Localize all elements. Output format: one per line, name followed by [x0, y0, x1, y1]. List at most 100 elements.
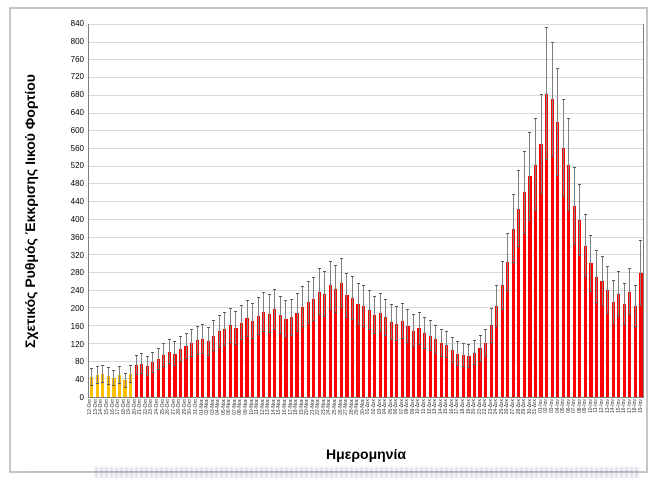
error-bar	[478, 335, 482, 362]
error-bar	[106, 366, 110, 385]
error-bar	[284, 300, 288, 338]
error-bar	[411, 314, 415, 347]
bar-red	[300, 306, 305, 397]
error-bar	[334, 265, 338, 313]
bar-slot	[156, 25, 162, 397]
bar-red	[190, 342, 194, 397]
error-bar	[90, 368, 94, 386]
bar-slot	[305, 25, 311, 397]
y-tick-label: 440	[70, 197, 84, 207]
error-bar	[101, 365, 105, 383]
bar-slot	[100, 25, 106, 397]
y-tick-label: 720	[70, 72, 84, 82]
bar-orange	[129, 373, 133, 397]
bar-slot	[144, 25, 150, 397]
bar-red	[478, 348, 482, 397]
error-bar	[417, 311, 421, 346]
bar-slot	[272, 25, 278, 397]
bar-slot	[622, 25, 628, 397]
y-tick-label: 360	[70, 232, 84, 242]
error-bar	[267, 294, 271, 334]
bar-red	[378, 312, 382, 397]
error-bar	[190, 328, 194, 358]
bar-slot	[283, 25, 289, 397]
error-bar	[245, 299, 249, 337]
bar-slot	[394, 25, 400, 397]
error-bar	[223, 311, 227, 346]
bar-red	[484, 342, 488, 397]
gridline	[89, 201, 643, 203]
bar-red	[500, 285, 504, 397]
bar-red	[206, 341, 210, 397]
bar-red	[511, 228, 515, 397]
bar-slot	[289, 25, 295, 397]
error-bar	[206, 326, 210, 356]
error-bar	[118, 366, 121, 384]
error-bar	[484, 328, 488, 358]
error-bar	[273, 288, 277, 330]
bar-red	[617, 294, 621, 397]
bar-red	[367, 310, 371, 397]
y-tick-label: 80	[75, 357, 84, 367]
bar-slot	[383, 25, 389, 397]
error-bar	[434, 324, 438, 355]
bar-slot	[122, 25, 128, 397]
bar-red	[406, 326, 410, 397]
bar-slot	[516, 25, 522, 397]
bar-orange	[90, 377, 94, 397]
bar-slot	[217, 25, 223, 397]
bar-red	[411, 330, 416, 397]
bar-red	[567, 164, 571, 397]
error-bar	[312, 276, 316, 321]
bar-red	[317, 291, 321, 397]
bar-red	[395, 323, 399, 397]
error-bar	[95, 366, 99, 384]
bar-red	[450, 350, 454, 397]
bar-slot	[605, 25, 611, 397]
bar-red	[467, 356, 471, 397]
bar-slot	[372, 25, 378, 397]
bar-slot	[250, 25, 256, 397]
y-tick-label: 560	[70, 143, 84, 153]
error-bar	[522, 151, 526, 234]
bar-slot	[522, 25, 528, 397]
gridline	[89, 94, 643, 96]
error-bar	[195, 325, 199, 355]
y-tick-label: 200	[70, 303, 84, 313]
gridline	[89, 130, 643, 132]
bar-slot	[427, 25, 433, 397]
bar-slot	[377, 25, 383, 397]
bar-series	[89, 25, 643, 397]
bar-red	[267, 313, 271, 397]
bar-red	[228, 325, 233, 397]
bar-red	[356, 304, 360, 397]
bar-red	[594, 276, 599, 397]
bar-slot	[278, 25, 284, 397]
bar-red	[522, 192, 527, 397]
bar-red	[345, 295, 349, 397]
bar-slot	[255, 25, 261, 397]
bar-red	[278, 315, 282, 397]
bar-red	[578, 219, 582, 397]
bar-slot	[211, 25, 217, 397]
bar-red	[428, 335, 432, 397]
error-bar	[151, 351, 155, 374]
bar-orange	[95, 374, 99, 397]
bar-red	[350, 297, 355, 397]
bar-red	[284, 319, 288, 397]
gridline	[89, 272, 643, 273]
y-tick-label: 120	[70, 339, 84, 349]
y-tick-label: 40	[75, 375, 84, 385]
bar-slot	[638, 25, 644, 397]
error-bar	[184, 332, 188, 360]
bar-red	[389, 321, 393, 397]
error-bar	[511, 194, 515, 264]
y-tick-label: 800	[70, 36, 84, 46]
error-bar	[140, 353, 144, 375]
y-tick-label: 640	[70, 108, 84, 118]
bar-red	[134, 365, 138, 397]
error-bar	[628, 268, 632, 316]
bar-slot	[117, 25, 123, 397]
error-bar	[278, 296, 282, 335]
